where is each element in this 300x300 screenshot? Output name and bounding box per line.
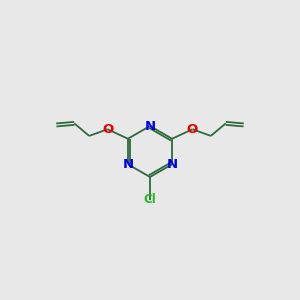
Text: N: N xyxy=(122,158,134,171)
Text: N: N xyxy=(167,158,178,171)
Text: Cl: Cl xyxy=(144,193,156,206)
Text: O: O xyxy=(187,123,198,136)
Text: O: O xyxy=(102,123,113,136)
Text: N: N xyxy=(144,119,156,133)
